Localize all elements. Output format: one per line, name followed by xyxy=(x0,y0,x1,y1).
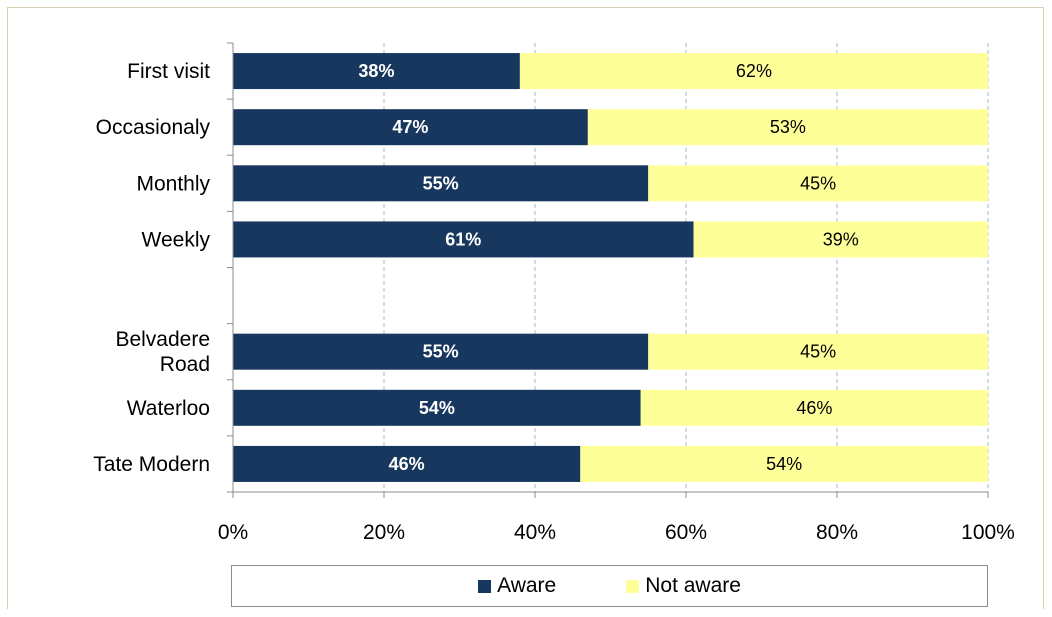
x-tick-label: 100% xyxy=(961,521,1015,544)
data-label-aware: 55% xyxy=(423,342,459,362)
data-label-aware: 54% xyxy=(419,398,455,418)
legend-swatch-not-aware xyxy=(626,579,640,593)
bar-aware xyxy=(233,445,581,482)
bar-aware xyxy=(233,109,588,146)
category-label: Belvadere xyxy=(115,328,210,351)
bar-aware xyxy=(233,389,641,426)
bar-not-aware xyxy=(640,389,988,426)
x-tick-label: 60% xyxy=(665,521,707,544)
legend-item-not-aware: Not aware xyxy=(626,574,741,598)
x-tick-label: 80% xyxy=(816,521,858,544)
bar-not-aware xyxy=(648,333,988,370)
data-label-not-aware: 53% xyxy=(770,117,806,137)
x-tick-label: 0% xyxy=(218,521,248,544)
category-label: Tate Modern xyxy=(93,453,210,476)
bar-not-aware xyxy=(648,165,988,202)
category-label: Weekly xyxy=(142,228,211,251)
bar-not-aware xyxy=(587,109,988,146)
bar-aware xyxy=(233,53,520,90)
data-label-not-aware: 62% xyxy=(736,61,772,81)
data-label-not-aware: 45% xyxy=(800,342,836,362)
data-label-not-aware: 54% xyxy=(766,454,802,474)
data-label-not-aware: 45% xyxy=(800,173,836,193)
chart-frame xyxy=(7,7,1044,609)
data-label-not-aware: 46% xyxy=(796,398,832,418)
legend: Aware Not aware xyxy=(231,565,988,607)
labels: 0% 20% 40% 60% 80% 100% First visit 38% 62% Occas… xyxy=(93,60,1015,544)
legend-label-aware: Aware xyxy=(497,574,557,597)
bar-aware xyxy=(233,221,694,258)
bar-not-aware xyxy=(519,53,988,90)
axes xyxy=(227,42,989,498)
x-tick-label: 40% xyxy=(514,521,556,544)
legend-swatch-aware xyxy=(478,579,492,593)
category-label: Waterloo xyxy=(127,397,210,420)
data-label-aware: 47% xyxy=(392,117,428,137)
bar-aware xyxy=(233,333,649,370)
data-label-not-aware: 39% xyxy=(823,229,859,249)
category-label: Road xyxy=(160,353,210,376)
data-label-aware: 46% xyxy=(389,454,425,474)
category-label: Monthly xyxy=(136,172,210,195)
legend-label-not-aware: Not aware xyxy=(645,574,741,597)
legend-item-aware: Aware xyxy=(478,574,556,598)
category-label: First visit xyxy=(127,60,210,83)
category-label: Occasionaly xyxy=(96,116,211,139)
bar-not-aware xyxy=(580,445,988,482)
data-label-aware: 55% xyxy=(423,173,459,193)
bar-aware xyxy=(233,165,649,202)
x-tick-label: 20% xyxy=(363,521,405,544)
data-label-aware: 61% xyxy=(445,229,481,249)
bars xyxy=(233,53,988,482)
bar-not-aware xyxy=(693,221,988,258)
data-label-aware: 38% xyxy=(358,61,394,81)
